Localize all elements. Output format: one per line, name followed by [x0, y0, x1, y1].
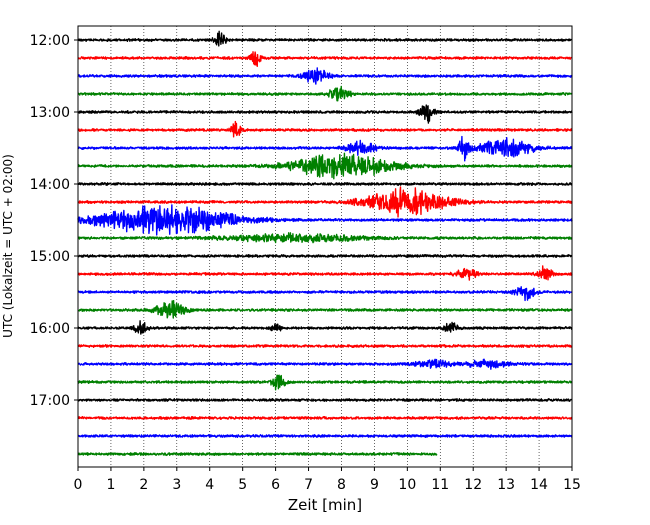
x-tick-label: 13	[497, 477, 515, 493]
x-tick-label: 15	[563, 477, 581, 493]
x-tick-label: 3	[172, 477, 181, 493]
y-tick-label: 12:00	[30, 33, 70, 49]
seismic-trace-row-14	[77, 286, 573, 302]
seismic-trace-row-17	[77, 343, 573, 349]
seismic-trace-row-8	[77, 181, 573, 187]
x-tick-label: 2	[139, 477, 148, 493]
seismic-trace-row-16	[77, 320, 573, 335]
seismic-trace-row-9	[77, 186, 573, 218]
seismic-trace-row-12	[77, 253, 573, 259]
x-tick-label: 12	[464, 477, 482, 493]
x-tick-label: 6	[271, 477, 280, 493]
y-tick-label: 15:00	[30, 249, 70, 265]
seismic-trace-row-22	[77, 434, 573, 439]
x-tick-label: 9	[370, 477, 379, 493]
seismic-trace-row-19	[77, 374, 573, 391]
seismic-trace-row-1	[77, 51, 573, 68]
seismic-trace-row-0	[77, 30, 573, 47]
x-tick-label: 14	[530, 477, 548, 493]
seismic-trace-row-4	[77, 104, 573, 124]
x-tick-label: 10	[398, 477, 416, 493]
x-tick-label: 1	[106, 477, 115, 493]
y-axis: 12:00 13:00 14:00 15:00 16:00 17:00	[30, 33, 78, 409]
seismic-trace-row-11	[77, 232, 573, 244]
trace-group	[77, 30, 573, 457]
seismic-trace-row-15	[77, 299, 573, 319]
x-axis: 0 1 2 3 4 5 6 7 8 9 10 11 12 13 14 15	[74, 467, 581, 493]
x-tick-label: 5	[238, 477, 247, 493]
seismic-trace-row-23	[77, 451, 438, 457]
x-tick-label: 7	[304, 477, 313, 493]
seismic-trace-row-10	[77, 204, 573, 236]
seismic-trace-row-6	[77, 135, 573, 162]
seismic-trace-row-5	[77, 120, 573, 138]
x-tick-label: 0	[74, 477, 83, 493]
x-tick-label: 8	[337, 477, 346, 493]
seismic-trace-row-18	[77, 358, 573, 370]
y-axis-label: UTC (Lokalzeit = UTC + 02:00)	[1, 154, 15, 338]
seismic-trace-row-21	[77, 415, 573, 421]
plot-frame	[77, 25, 573, 468]
x-tick-label: 4	[205, 477, 214, 493]
y-tick-label: 14:00	[30, 177, 70, 193]
x-tick-label: 11	[431, 477, 449, 493]
x-axis-label: Zeit [min]	[288, 496, 362, 514]
seismic-trace-row-13	[77, 265, 573, 281]
seismic-trace-row-2	[77, 67, 573, 85]
y-tick-label: 16:00	[30, 321, 70, 337]
y-tick-label: 13:00	[30, 105, 70, 121]
seismic-trace-row-20	[77, 398, 573, 403]
seismic-trace-row-7	[77, 152, 573, 180]
y-tick-label: 17:00	[30, 393, 70, 409]
seismic-trace-row-3	[77, 85, 573, 102]
